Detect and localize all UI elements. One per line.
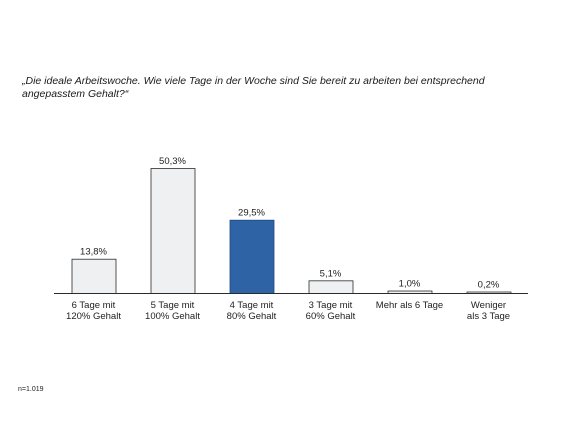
category-label: 120% Gehalt: [66, 311, 121, 322]
bar: [71, 258, 117, 294]
category-label: Mehr als 6 Tage: [376, 300, 443, 311]
bar: [229, 219, 275, 294]
bar-value-label: 1,0%: [399, 279, 421, 290]
bars-layer: [71, 168, 512, 294]
category-label: 6 Tage mit: [72, 300, 116, 311]
bar: [308, 280, 354, 294]
bar-value-label: 29,5%: [238, 208, 265, 219]
sample-size-note: n=1.019: [18, 386, 44, 393]
category-label: als 3 Tage: [467, 311, 510, 322]
category-label: 60% Gehalt: [306, 311, 356, 322]
bar: [150, 168, 196, 294]
chart-title: „Die ideale Arbeitswoche. Wie viele Tage…: [22, 75, 485, 100]
bar-value-label: 13,8%: [80, 247, 107, 258]
category-label: 100% Gehalt: [145, 311, 200, 322]
category-label: 3 Tage mit: [309, 300, 353, 311]
bar-value-label: 0,2%: [478, 280, 500, 291]
category-label: 80% Gehalt: [227, 311, 277, 322]
category-label: 4 Tage mit: [230, 300, 274, 311]
category-label: 5 Tage mit: [151, 300, 195, 311]
category-label: Weniger: [471, 300, 506, 311]
bar-value-label: 5,1%: [320, 268, 342, 279]
bar-value-label: 50,3%: [159, 156, 186, 167]
